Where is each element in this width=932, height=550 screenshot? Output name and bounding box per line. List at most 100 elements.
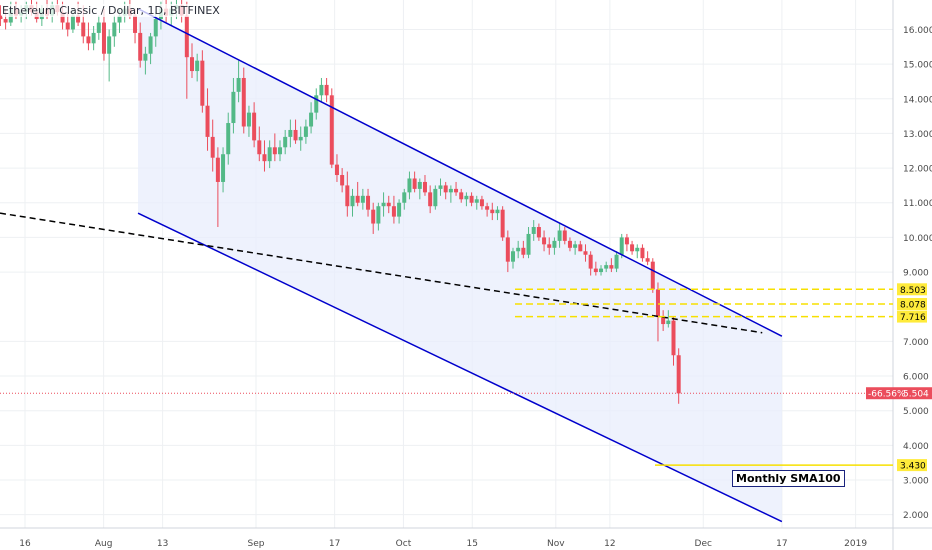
candle-body (630, 244, 635, 252)
candle-body (438, 185, 443, 189)
candle-body (210, 136, 215, 158)
y-tick-label: 3.000 (903, 477, 929, 487)
y-tick-label: 5.000 (903, 407, 929, 417)
channel-upper-line (137, 7, 783, 337)
candle-body (619, 237, 624, 255)
candle-body (257, 140, 262, 155)
candle-body (412, 178, 417, 189)
candle-body (355, 195, 360, 203)
candle-body (345, 185, 350, 207)
level-label: 8.503 (900, 286, 926, 296)
candle-body (91, 32, 96, 44)
candle-body (567, 240, 572, 248)
candle-body (536, 227, 541, 238)
candle-body (360, 195, 365, 203)
candle-body (298, 136, 303, 141)
candle-body (381, 202, 386, 207)
candle-body (184, 15, 189, 58)
candle-body (314, 95, 319, 113)
candle-body (371, 209, 376, 224)
x-tick-label: 15 (467, 539, 478, 549)
y-tick-label: 15.000 (903, 61, 932, 71)
candle-body (221, 154, 226, 182)
candle-body (454, 188, 459, 193)
x-tick-label: Aug (95, 539, 113, 549)
x-tick-label: 16 (19, 539, 31, 549)
candle-body (65, 22, 70, 30)
candle-body (542, 237, 547, 245)
candle-body (252, 112, 257, 141)
candle-body (303, 126, 308, 137)
candle-body (521, 247, 526, 255)
candle-body (635, 247, 640, 252)
candle-body (397, 202, 402, 217)
x-tick-label: 2019 (844, 539, 867, 549)
candle-body (469, 195, 474, 203)
candle-body (288, 129, 293, 137)
candle-body (112, 22, 117, 37)
level-label-box (897, 283, 927, 296)
candle-body (526, 233, 531, 255)
x-tick-label: Nov (547, 539, 565, 549)
candle-body (531, 227, 536, 234)
candle-body (562, 230, 567, 241)
candle-body (334, 164, 339, 176)
candle-body (143, 53, 148, 61)
candle-body (599, 268, 604, 273)
candle-body (552, 240, 557, 248)
chart-title: Ethereum Classic / Dollar, 1D, BITFINEX (2, 4, 220, 17)
candle-body (283, 136, 288, 148)
candle-body (655, 289, 660, 318)
candle-body (671, 320, 676, 356)
candle-body (200, 60, 205, 106)
candle-body (479, 199, 484, 207)
x-tick-label: 17 (776, 539, 787, 549)
current-price-box (866, 387, 932, 400)
candle-body (443, 185, 448, 193)
candle-body (490, 209, 495, 214)
y-tick-label: 6.000 (903, 373, 929, 383)
candle-body (76, 15, 81, 23)
level-label-box (897, 310, 927, 323)
candle-body (81, 22, 86, 37)
candle-body (407, 178, 412, 193)
annotation-monthly-sma100: Monthly SMA100 (732, 470, 845, 488)
candle-body (391, 206, 396, 217)
candle-body (340, 175, 345, 186)
x-tick-label: 12 (604, 539, 615, 549)
current-price-percent: -66.56% (868, 390, 906, 400)
candle-body (547, 244, 552, 248)
candle-body (309, 112, 314, 127)
candle-body (386, 202, 391, 207)
y-tick-label: 9.000 (903, 269, 929, 279)
level-label-box (897, 459, 927, 472)
candle-body (267, 147, 272, 162)
candle-body (215, 157, 220, 182)
candle-body (70, 15, 75, 30)
y-tick-label: 10.000 (903, 234, 932, 244)
level-label: 8.078 (900, 301, 926, 311)
candle-body (376, 206, 381, 224)
candle-body (117, 15, 122, 23)
candle-body (645, 258, 650, 262)
candle-body (293, 129, 298, 141)
level-label: 7.716 (900, 313, 926, 323)
candle-body (195, 60, 200, 72)
candle-body (417, 181, 422, 189)
price-scale-background (893, 0, 932, 550)
candle-body (448, 188, 453, 193)
candle-body (231, 91, 236, 124)
candle-body (350, 195, 355, 207)
x-tick-label: Oct (396, 539, 412, 549)
trend-line-dashed (0, 212, 763, 334)
candle-body (107, 36, 112, 54)
candle-body (241, 77, 246, 127)
x-tick-label: Dec (695, 539, 712, 549)
candle-body (557, 230, 562, 241)
candle-body (614, 254, 619, 269)
candle-body (205, 105, 210, 137)
candle-body (511, 251, 516, 262)
candle-body (593, 268, 598, 273)
candle-body (236, 77, 241, 92)
candle-body (278, 147, 283, 155)
